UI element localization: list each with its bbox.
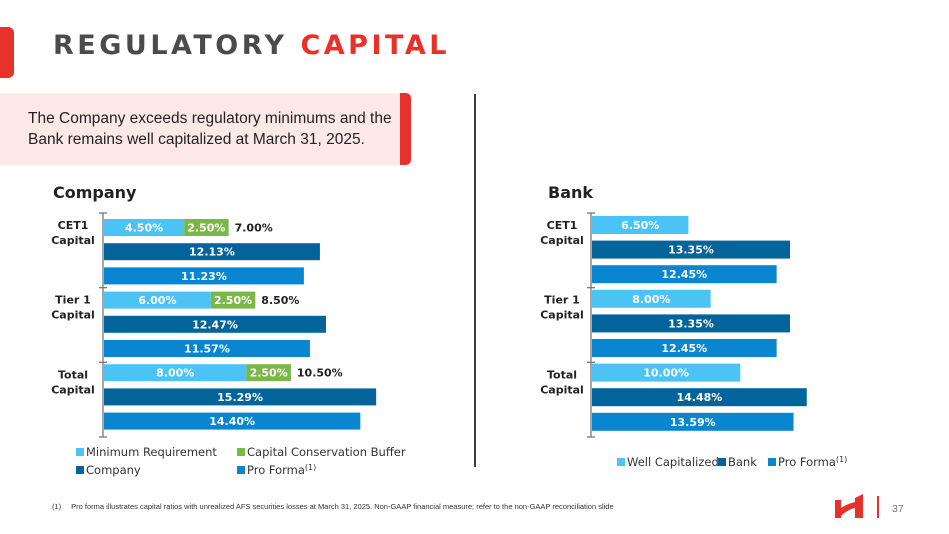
bank-bar-bank <box>592 240 790 259</box>
company-category-label: Capital <box>51 234 95 247</box>
company-bar-company <box>104 243 320 261</box>
callout-box <box>0 93 400 165</box>
company-legend-label: Company <box>86 463 141 477</box>
company-bar-label: 15.29% <box>217 391 263 404</box>
company-legend-swatch <box>237 466 245 474</box>
company-bar-label: 2.50% <box>214 294 252 307</box>
bank-category-label: CET1 <box>547 219 578 232</box>
company-bar-label: 2.50% <box>250 367 288 380</box>
footnote-text: Pro forma illustrates capital ratios wit… <box>71 502 614 511</box>
bank-bar-label: 12.45% <box>661 268 707 281</box>
company-bar-label: 2.50% <box>187 222 225 235</box>
company-stack-total: 8.50% <box>261 294 299 307</box>
title-part-1: REGULATORY <box>53 30 288 61</box>
bank-legend-swatch <box>617 458 625 466</box>
bank-bar-label: 8.00% <box>632 293 670 306</box>
company-stack-total: 7.00% <box>235 222 273 235</box>
company-legend-swatch <box>76 466 84 474</box>
company-bar-minimum-requirement <box>104 364 247 382</box>
bank-bar-well-capitalized <box>592 363 741 382</box>
company-logo-icon <box>835 494 863 518</box>
company-legend-label: Capital Conservation Buffer <box>247 445 406 459</box>
bank-bar-bank <box>592 314 790 333</box>
company-category-label: Capital <box>51 309 95 322</box>
company-bar-minimum-requirement <box>104 219 185 236</box>
company-category-label: Total <box>58 368 88 381</box>
company-bar-label: 12.47% <box>192 318 238 331</box>
company-bar-pro-forma-1- <box>104 340 310 357</box>
bank-category-label: Tier 1 <box>544 294 580 307</box>
bank-bar-label: 14.48% <box>676 391 722 404</box>
company-bar-label: 12.13% <box>189 246 235 259</box>
company-bar-label: 14.40% <box>209 415 255 428</box>
bank-category-label: Capital <box>540 309 584 322</box>
company-legend-swatch <box>76 448 84 456</box>
company-legend-label: Minimum Requirement <box>86 445 217 459</box>
company-bar-label: 4.50% <box>125 222 163 235</box>
company-category-label: CET1 <box>58 219 89 232</box>
bank-category-label: Capital <box>540 234 584 247</box>
company-bar-minimum-requirement <box>104 291 211 309</box>
bank-category-label: Total <box>547 368 577 381</box>
company-bar-pro-forma-1- <box>104 267 304 285</box>
bank-legend-label: Pro Forma(1) <box>778 455 847 469</box>
company-bar-capital-conservation-buffer <box>210 291 256 309</box>
page-title: REGULATORY CAPITAL <box>53 30 450 61</box>
company-bar-capital-conservation-buffer <box>246 364 291 382</box>
bank-bar-label: 6.50% <box>621 219 659 232</box>
company-bar-label: 11.23% <box>181 270 227 283</box>
company-bar-label: 11.57% <box>184 343 230 356</box>
title-accent-bar <box>0 27 14 78</box>
company-legend-label: Pro Forma(1) <box>247 463 316 477</box>
bank-chart-title: Bank <box>548 183 594 202</box>
page-number: 37 <box>892 503 904 515</box>
company-legend-swatch <box>237 448 245 456</box>
bank-bar-label: 13.35% <box>668 244 714 257</box>
bank-bar-label: 10.00% <box>643 367 689 380</box>
callout-accent-bar <box>400 93 411 165</box>
company-category-label: Capital <box>51 383 95 396</box>
page-number-separator <box>877 496 879 518</box>
bank-legend-label: Well Capitalized <box>627 455 719 469</box>
bank-legend-swatch <box>768 458 776 466</box>
bank-category-label: Capital <box>540 383 584 396</box>
bank-bar-label: 13.35% <box>668 317 714 330</box>
bank-bar-bank <box>592 388 807 407</box>
bank-bar-pro-forma-1- <box>592 339 777 357</box>
company-category-label: Tier 1 <box>55 294 91 307</box>
footnote: (1) Pro forma illustrates capital ratios … <box>52 502 614 511</box>
bank-bar-label: 12.45% <box>661 342 707 355</box>
title-part-2: CAPITAL <box>300 30 450 61</box>
bank-legend-swatch <box>718 458 726 466</box>
bank-bar-label: 13.59% <box>670 416 716 429</box>
company-bar-capital-conservation-buffer <box>184 219 229 236</box>
footnote-number: (1) <box>52 502 62 511</box>
company-chart-title: Company <box>53 183 137 202</box>
company-bar-company <box>104 315 326 333</box>
company-bar-company <box>104 388 377 406</box>
company-bar-pro-forma-1- <box>104 412 361 430</box>
company-bar-label: 6.00% <box>138 294 176 307</box>
bank-legend-label: Bank <box>728 455 757 469</box>
company-stack-total: 10.50% <box>297 367 343 380</box>
panel-divider <box>474 94 476 467</box>
bank-bar-pro-forma-1- <box>592 412 794 431</box>
callout-text: The Company exceeds regulatory minimums … <box>28 110 392 148</box>
company-bar-label: 8.00% <box>156 367 194 380</box>
bank-bar-well-capitalized <box>592 289 711 308</box>
bank-bar-well-capitalized <box>592 216 689 234</box>
bank-bar-pro-forma-1- <box>592 265 777 284</box>
